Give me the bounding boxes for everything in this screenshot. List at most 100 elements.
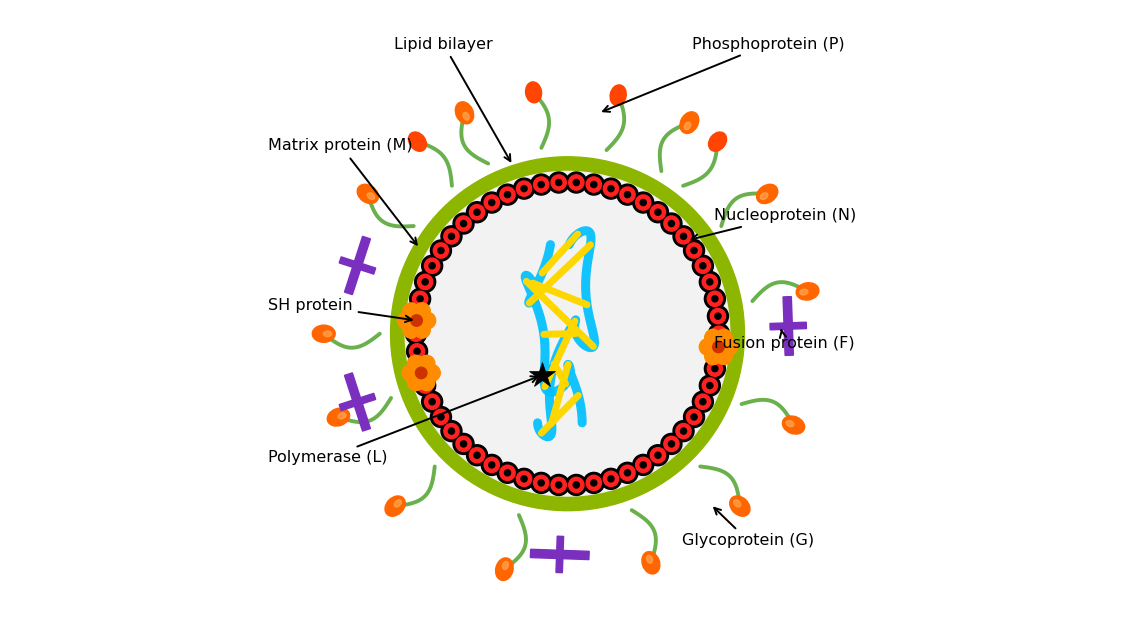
Circle shape xyxy=(705,329,721,346)
Circle shape xyxy=(604,181,619,196)
Ellipse shape xyxy=(708,132,726,152)
Circle shape xyxy=(624,191,631,198)
Circle shape xyxy=(489,200,495,205)
Ellipse shape xyxy=(503,561,508,569)
Circle shape xyxy=(531,473,552,494)
Circle shape xyxy=(552,175,566,190)
Circle shape xyxy=(481,192,503,213)
Polygon shape xyxy=(558,550,589,560)
Polygon shape xyxy=(770,322,807,330)
Circle shape xyxy=(474,452,480,458)
Circle shape xyxy=(712,365,718,372)
Circle shape xyxy=(444,424,459,438)
Circle shape xyxy=(421,391,443,412)
Circle shape xyxy=(513,468,535,489)
Ellipse shape xyxy=(358,184,378,204)
Circle shape xyxy=(711,343,725,359)
Circle shape xyxy=(403,322,420,338)
Polygon shape xyxy=(353,236,370,268)
Polygon shape xyxy=(339,394,376,411)
Circle shape xyxy=(410,358,430,379)
Circle shape xyxy=(397,312,414,329)
Circle shape xyxy=(429,399,435,404)
Circle shape xyxy=(707,341,729,362)
Circle shape xyxy=(407,355,424,372)
Circle shape xyxy=(414,180,731,497)
Ellipse shape xyxy=(312,325,335,342)
Circle shape xyxy=(604,471,619,487)
Circle shape xyxy=(521,476,527,482)
Circle shape xyxy=(669,441,674,447)
Circle shape xyxy=(417,365,423,372)
Circle shape xyxy=(429,263,435,269)
Circle shape xyxy=(700,399,706,404)
Circle shape xyxy=(713,341,724,352)
Circle shape xyxy=(636,457,650,473)
Circle shape xyxy=(573,482,579,488)
Polygon shape xyxy=(345,263,362,295)
Circle shape xyxy=(481,455,503,476)
Circle shape xyxy=(632,455,654,476)
Ellipse shape xyxy=(642,551,659,574)
Circle shape xyxy=(556,180,562,186)
Circle shape xyxy=(419,374,435,390)
Circle shape xyxy=(636,195,650,210)
Circle shape xyxy=(461,220,466,227)
Circle shape xyxy=(715,329,732,346)
Circle shape xyxy=(421,256,443,276)
Ellipse shape xyxy=(526,82,541,103)
Circle shape xyxy=(414,272,436,292)
Circle shape xyxy=(681,233,687,239)
Circle shape xyxy=(673,421,693,442)
Circle shape xyxy=(590,480,597,486)
Circle shape xyxy=(531,174,552,195)
Polygon shape xyxy=(619,168,644,186)
Circle shape xyxy=(426,192,720,485)
Circle shape xyxy=(681,428,687,434)
Circle shape xyxy=(705,288,725,309)
Circle shape xyxy=(548,172,569,193)
Circle shape xyxy=(673,226,693,247)
Circle shape xyxy=(583,473,604,494)
Circle shape xyxy=(453,433,474,455)
Polygon shape xyxy=(556,536,564,573)
Circle shape xyxy=(647,445,669,465)
Circle shape xyxy=(474,209,480,215)
Circle shape xyxy=(683,406,705,428)
Ellipse shape xyxy=(757,184,777,204)
Polygon shape xyxy=(707,241,726,267)
Circle shape xyxy=(699,339,716,355)
Circle shape xyxy=(411,315,422,326)
Circle shape xyxy=(708,323,730,344)
Circle shape xyxy=(412,291,428,306)
Polygon shape xyxy=(345,373,362,404)
Ellipse shape xyxy=(611,85,627,106)
Text: Nucleoprotein (N): Nucleoprotein (N) xyxy=(691,209,856,241)
Circle shape xyxy=(617,462,638,483)
Circle shape xyxy=(707,383,713,388)
Circle shape xyxy=(470,447,485,463)
Circle shape xyxy=(624,470,631,476)
Circle shape xyxy=(409,326,423,342)
Circle shape xyxy=(456,437,471,451)
Circle shape xyxy=(418,274,432,290)
Circle shape xyxy=(414,303,430,320)
Ellipse shape xyxy=(800,289,808,295)
Circle shape xyxy=(513,178,535,199)
Circle shape xyxy=(412,361,428,376)
Circle shape xyxy=(406,306,428,327)
Ellipse shape xyxy=(385,496,405,516)
Circle shape xyxy=(438,414,444,420)
Circle shape xyxy=(466,202,488,223)
Circle shape xyxy=(405,171,730,496)
Circle shape xyxy=(413,331,419,337)
Circle shape xyxy=(461,441,466,447)
Circle shape xyxy=(405,323,427,344)
Ellipse shape xyxy=(394,500,402,507)
Circle shape xyxy=(390,157,745,510)
Circle shape xyxy=(687,410,701,424)
Circle shape xyxy=(538,182,545,187)
Circle shape xyxy=(692,391,714,412)
Circle shape xyxy=(703,274,717,290)
Circle shape xyxy=(422,188,723,489)
